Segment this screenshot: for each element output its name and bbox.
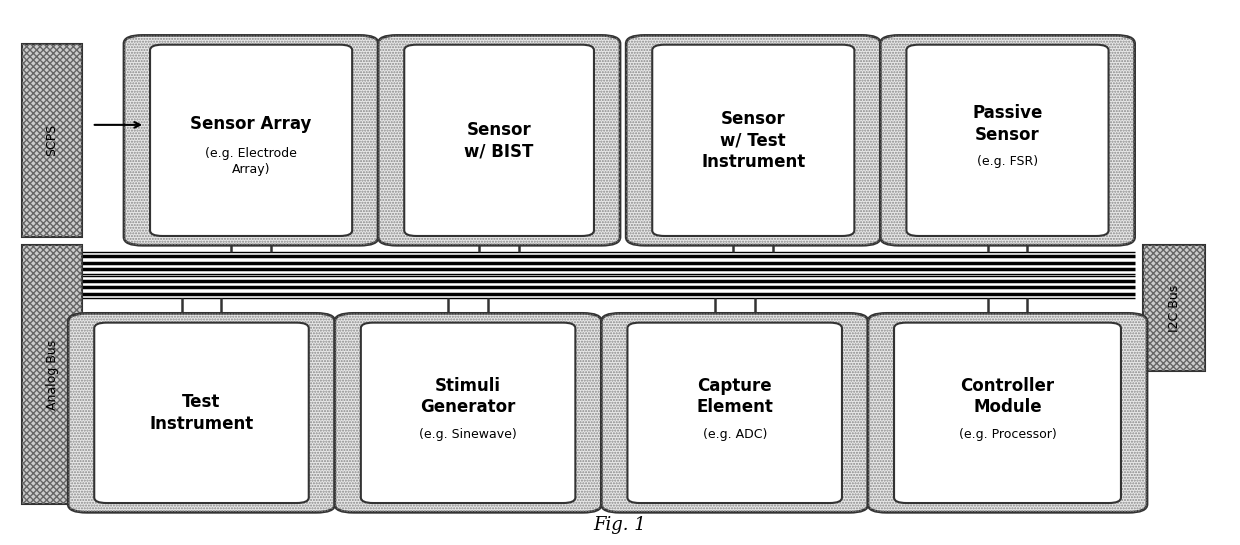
Text: Fig. 1: Fig. 1 [594, 516, 646, 534]
FancyBboxPatch shape [404, 45, 594, 236]
Text: Stimuli
Generator: Stimuli Generator [420, 377, 516, 416]
FancyBboxPatch shape [335, 313, 601, 512]
FancyBboxPatch shape [626, 35, 880, 245]
Text: (e.g. Electrode
Array): (e.g. Electrode Array) [205, 147, 298, 176]
FancyBboxPatch shape [894, 323, 1121, 503]
FancyBboxPatch shape [652, 45, 854, 236]
Text: Sensor Array: Sensor Array [191, 115, 311, 133]
Text: (e.g. ADC): (e.g. ADC) [703, 428, 766, 440]
Bar [22, 44, 82, 237]
Text: I2C Bus: I2C Bus [1168, 284, 1180, 331]
Text: Sensor
w/ BIST: Sensor w/ BIST [465, 120, 533, 160]
FancyBboxPatch shape [601, 313, 868, 512]
Text: Passive
Sensor: Passive Sensor [972, 104, 1043, 144]
FancyBboxPatch shape [880, 35, 1135, 245]
FancyBboxPatch shape [150, 45, 352, 236]
Bar [22, 44, 82, 237]
FancyBboxPatch shape [906, 45, 1109, 236]
Text: Analog Bus: Analog Bus [46, 340, 58, 410]
Text: Sensor
w/ Test
Instrument: Sensor w/ Test Instrument [701, 110, 806, 171]
Text: Test
Instrument: Test Instrument [149, 393, 254, 433]
FancyBboxPatch shape [68, 313, 335, 512]
Bar [1143, 245, 1205, 371]
Bar [22, 245, 82, 504]
Text: (e.g. Processor): (e.g. Processor) [959, 428, 1056, 440]
Bar [22, 245, 82, 504]
FancyBboxPatch shape [124, 35, 378, 245]
Text: (e.g. FSR): (e.g. FSR) [977, 155, 1038, 168]
FancyBboxPatch shape [627, 323, 842, 503]
Bar [1143, 245, 1205, 371]
Text: Capture
Element: Capture Element [697, 377, 773, 416]
Text: (e.g. Sinewave): (e.g. Sinewave) [419, 428, 517, 440]
FancyBboxPatch shape [378, 35, 620, 245]
FancyBboxPatch shape [94, 323, 309, 503]
FancyBboxPatch shape [868, 313, 1147, 512]
Text: Controller
Module: Controller Module [961, 377, 1054, 416]
FancyBboxPatch shape [361, 323, 575, 503]
Text: SCPS: SCPS [46, 124, 58, 156]
